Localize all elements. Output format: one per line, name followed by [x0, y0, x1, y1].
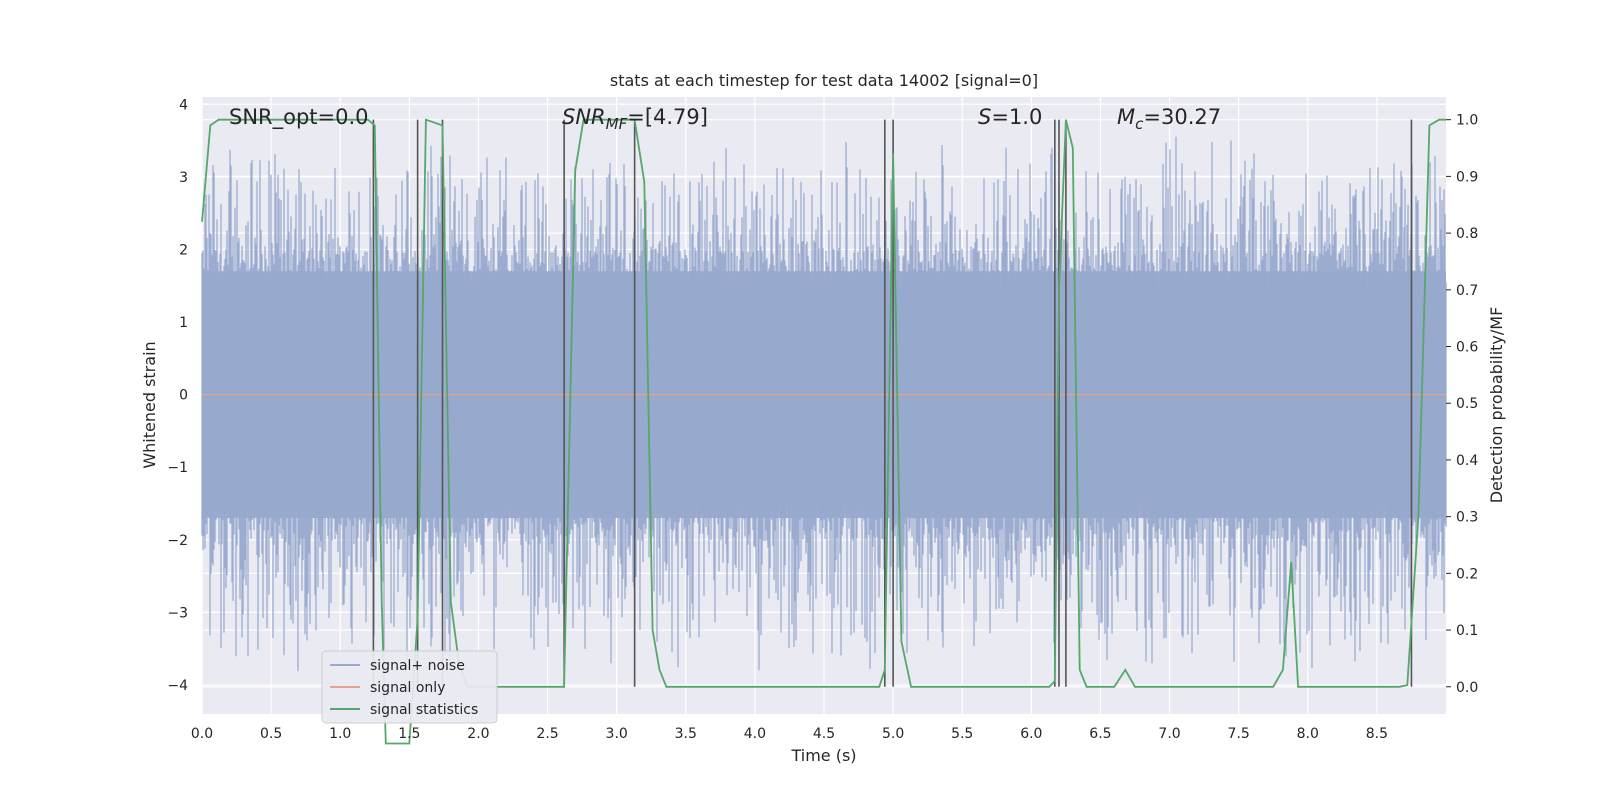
y-right-tick-label: 0.1 [1456, 623, 1478, 639]
x-tick-label: 4.0 [744, 726, 766, 742]
annotation: S=1.0 [978, 105, 1042, 129]
x-tick-label: 4.5 [813, 726, 835, 742]
y-right-tick-label: 0.6 [1456, 340, 1478, 356]
legend-label: signal statistics [370, 702, 478, 718]
y-left-tick-label: 0 [179, 388, 188, 404]
legend-box [321, 650, 498, 724]
x-axis-label: Time (s) [790, 746, 856, 765]
y-axis-right-label: Detection probability/MF [1487, 307, 1506, 504]
x-tick-label: 8.5 [1366, 726, 1388, 742]
x-tick-label: 6.0 [1020, 726, 1042, 742]
x-tick-label: 5.5 [951, 726, 973, 742]
x-tick-label: 3.5 [675, 726, 697, 742]
y-left-tick-label: 3 [179, 170, 188, 186]
y-right-tick-label: 0.2 [1456, 566, 1478, 582]
x-tick-label: 5.0 [882, 726, 904, 742]
legend-label: signal+ noise [370, 658, 465, 674]
annotation: SNRMF=[4.79] [562, 105, 708, 133]
annotation: SNR_opt=0.0 [229, 105, 369, 130]
x-tick-label: 8.0 [1297, 726, 1319, 742]
y-right-tick-label: 0.0 [1456, 680, 1478, 696]
y-right-tick-label: 0.9 [1456, 169, 1478, 185]
y-axis-left-label: Whitened strain [140, 341, 159, 468]
legend: signal+ noise signal only signal statistic… [321, 650, 498, 724]
x-tick-label: 1.0 [329, 726, 351, 742]
annotations: SNR_opt=0.0 SNRMF=[4.79] S=1.0 Mc=30.27 [229, 105, 1221, 133]
y-left-tick-label: −4 [167, 678, 188, 694]
y-left-tick-label: −1 [167, 460, 188, 476]
x-tick-label: 3.0 [606, 726, 628, 742]
y-right-tick-label: 0.3 [1456, 510, 1478, 526]
x-tick-label: 2.0 [467, 726, 489, 742]
signal-statistics-series [201, 118, 1446, 745]
chart-title: stats at each timestep for test data 140… [610, 71, 1038, 90]
y-right-tick-label: 0.5 [1456, 396, 1478, 412]
x-tick-label: 1.5 [398, 726, 420, 742]
y-right-tick-label: 1.0 [1456, 113, 1478, 129]
x-tick-label: 0.5 [260, 726, 282, 742]
x-tick-label: 7.0 [1158, 726, 1180, 742]
x-tick-label: 2.5 [536, 726, 558, 742]
y-left-tick-label: 1 [179, 315, 188, 331]
y-left-tick-label: 2 [179, 242, 188, 258]
annotation: Mc=30.27 [1117, 105, 1221, 133]
x-tick-label: 7.5 [1228, 726, 1250, 742]
y-right-tick-label: 0.8 [1456, 226, 1478, 242]
y-right-tick-label: 0.4 [1456, 453, 1478, 469]
y-right-tick-label: 0.7 [1456, 283, 1478, 299]
y-left-tick-label: −3 [167, 605, 188, 621]
legend-label: signal only [370, 680, 445, 696]
detection-markers [372, 119, 1413, 687]
x-tick-label: 0.0 [191, 726, 213, 742]
y-left-tick-label: 4 [179, 97, 188, 113]
y-left-tick-label: −2 [167, 533, 188, 549]
x-tick-label: 6.5 [1089, 726, 1111, 742]
statistics-line [201, 118, 1446, 745]
axis-ticks: 0.0 0.5 1.0 1.5 2.0 2.5 3.0 3.5 4.0 4.5 5.0 5.5 6.0 6… [167, 97, 1478, 742]
